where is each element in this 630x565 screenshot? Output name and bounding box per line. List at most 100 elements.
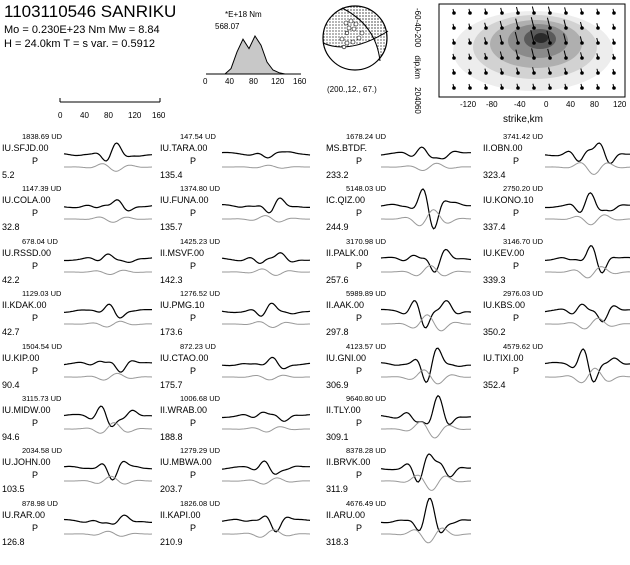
station-name: II.MSVF.00	[160, 247, 205, 258]
station-name: IU.TIXI.00	[483, 352, 524, 363]
station-name: MS.BTDF.	[326, 143, 368, 153]
station-azimuth: 350.2	[483, 327, 506, 338]
time-scale	[59, 98, 161, 103]
station-phase: P	[513, 156, 520, 166]
station-amplitude: 3170.98 UD	[346, 236, 387, 246]
slip-node	[468, 26, 472, 30]
synthetic-waveform	[381, 368, 472, 385]
slip-node	[532, 56, 536, 60]
waveform-plot	[544, 347, 630, 383]
observed-waveform	[63, 303, 152, 319]
station-name: II.WRAB.00	[160, 405, 208, 415]
station-block: 1129.03 UD II.KDAK.00 P 42.7	[2, 289, 152, 355]
station-azimuth: 142.3	[160, 274, 183, 285]
waveform-plot	[63, 359, 153, 381]
synthetic-waveform	[545, 317, 630, 330]
moment-rate-plot	[206, 34, 301, 75]
station-amplitude: 2976.03 UD	[503, 289, 544, 299]
station-azimuth: 175.7	[160, 379, 183, 390]
observed-waveform	[222, 197, 310, 214]
station-name: II.TLY.00	[326, 405, 361, 415]
synthetic-waveform	[222, 477, 310, 485]
station-azimuth: 306.9	[326, 379, 349, 390]
slip-node	[516, 56, 520, 60]
station-block: 1678.24 UD MS.BTDF. P 233.2	[326, 132, 476, 198]
synthetic-waveform	[64, 269, 152, 275]
station-phase: P	[190, 156, 197, 166]
slip-node	[612, 41, 616, 45]
synthetic-waveform	[64, 163, 153, 172]
synthetic-waveform	[381, 527, 471, 544]
station-block: 2750.20 UD IU.KONO.10 P 337.4	[483, 184, 630, 250]
observed-waveform	[221, 151, 311, 159]
station-phase: P	[513, 313, 520, 324]
observed-waveform	[380, 188, 471, 231]
station-amplitude: 4579.62 UD	[503, 341, 544, 351]
station-name: IU.COLA.00	[2, 195, 51, 206]
station-amplitude: 1279.29 UD	[180, 446, 221, 456]
station-azimuth: 323.4	[483, 170, 506, 180]
slip-arrow	[530, 17, 535, 29]
station-block: 5148.03 UD IC.QIZ.00 P 244.9	[326, 184, 476, 250]
time-scale-ticks: 0 40 80 120 160	[58, 111, 166, 120]
slip-node	[484, 11, 488, 15]
waveform-plot	[63, 199, 153, 224]
station-azimuth: 257.6	[326, 274, 349, 285]
station-block: 147.54 UD IU.TARA.00 P 135.4	[160, 132, 311, 198]
slip-node	[484, 41, 488, 45]
waveform-plot	[545, 192, 630, 226]
synthetic-waveform	[222, 374, 310, 380]
observed-waveform	[544, 347, 630, 383]
slip-node	[596, 56, 600, 60]
slip-node	[516, 26, 520, 30]
station-name: II.AAK.00	[326, 300, 365, 311]
slip-node	[548, 56, 552, 60]
synthetic-waveform	[64, 530, 153, 537]
station-name: IU.RSSD.00	[2, 247, 52, 258]
station-azimuth: 135.7	[160, 222, 183, 233]
stf-tick-80: 80	[249, 77, 258, 86]
station-phase: P	[32, 470, 39, 481]
slip-node	[596, 71, 600, 75]
station-amplitude: 5989.89 UD	[346, 289, 387, 299]
station-azimuth: 32.8	[2, 222, 20, 233]
waveform-plot	[221, 251, 311, 276]
moment-line: Mo = 0.230E+23 Nm Mw = 8.84	[4, 24, 160, 36]
station-amplitude: 3146.70 UD	[503, 236, 544, 246]
waveform-plot	[380, 248, 472, 277]
station-block: 1374.80 UD IU.FUNA.00 P 135.7	[160, 184, 310, 250]
slip-node	[532, 71, 536, 75]
station-amplitude: 1504.54 UD	[22, 341, 63, 351]
synthetic-waveform	[64, 216, 152, 224]
station-phase: P	[32, 418, 39, 428]
slip-arrow	[546, 30, 551, 44]
station-amplitude: 5148.03 UD	[346, 184, 387, 194]
observed-waveform	[544, 142, 630, 164]
station-amplitude: 1678.24 UD	[346, 132, 387, 141]
station-azimuth: 337.4	[483, 222, 506, 233]
slip-xticks: -120 -80 -40 0 40 80 120	[460, 100, 627, 109]
waveform-plot	[221, 356, 311, 380]
station-name: IU.GNI.00	[326, 352, 367, 363]
station-block: 3741.42 UD II.OBN.00 P 323.4	[483, 132, 630, 198]
station-block: 2034.58 UD IU.JOHN.00 P 103.5	[2, 446, 153, 512]
station-amplitude: 1826.08 UD	[180, 498, 221, 508]
slip-node	[564, 56, 568, 60]
waveform-plot	[380, 188, 471, 231]
slip-node	[468, 86, 472, 90]
synthetic-waveform	[545, 162, 630, 175]
station-phase: P	[190, 470, 197, 481]
slip-node	[612, 11, 616, 15]
slip-node	[548, 86, 552, 90]
observed-waveform	[221, 515, 311, 533]
observed-waveform	[64, 253, 153, 263]
station-amplitude: 878.98 UD	[22, 498, 58, 508]
waveform-plot	[544, 244, 630, 279]
observed-waveform	[63, 199, 153, 212]
station-phase: P	[356, 470, 363, 481]
station-phase: P	[356, 208, 363, 219]
station-phase: P	[356, 313, 363, 324]
slip-node	[580, 26, 584, 30]
station-azimuth: 233.2	[326, 170, 349, 180]
station-amplitude: 8378.28 UD	[346, 446, 387, 456]
